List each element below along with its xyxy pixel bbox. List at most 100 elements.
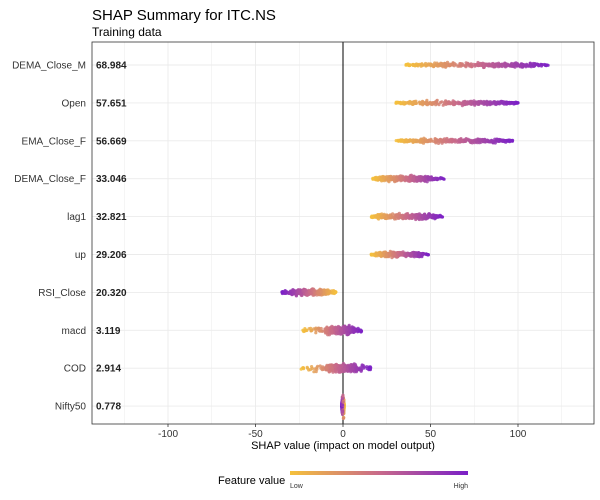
shap-point <box>410 178 415 182</box>
shap-point <box>460 139 464 143</box>
shap-series-Nifty50 <box>340 393 346 420</box>
shap-point <box>439 176 443 180</box>
shap-point <box>306 366 310 370</box>
legend-high-label: High <box>454 483 469 490</box>
legend: Feature value Low High <box>218 471 468 490</box>
feature-label: COD <box>64 364 86 375</box>
shap-point <box>296 290 300 294</box>
mean-abs-shap-label: 0.778 <box>96 402 121 413</box>
shap-point <box>369 366 373 370</box>
x-axis: -100 -50 0 50 100 <box>158 424 527 440</box>
shap-point <box>435 100 439 104</box>
shap-point <box>382 176 386 180</box>
shap-point <box>440 215 444 219</box>
shap-point <box>433 137 437 141</box>
shap-point <box>505 64 509 68</box>
shap-point <box>301 366 305 370</box>
shap-point <box>477 138 481 142</box>
shap-point <box>390 256 394 260</box>
shap-point <box>435 61 439 65</box>
shap-point <box>374 175 378 179</box>
shap-point <box>318 329 322 333</box>
shap-point <box>531 64 535 68</box>
x-tick-label: -50 <box>248 429 263 440</box>
shap-point <box>418 140 422 144</box>
shap-point <box>331 370 335 374</box>
shap-point <box>330 331 334 335</box>
shap-point <box>499 138 503 142</box>
shap-point <box>516 63 520 67</box>
shap-point <box>405 253 409 257</box>
feature-label: Open <box>62 98 86 109</box>
shap-point <box>423 214 427 218</box>
shap-point <box>408 63 412 68</box>
shap-point <box>312 370 316 374</box>
shap-point <box>417 251 421 255</box>
shap-point <box>397 139 401 143</box>
shap-point <box>289 292 293 296</box>
shap-point <box>458 62 462 66</box>
shap-point <box>496 137 500 141</box>
shap-point <box>341 325 345 329</box>
shap-point <box>439 61 443 65</box>
shap-point <box>420 255 424 259</box>
shap-point <box>391 252 395 256</box>
shap-point <box>537 63 541 67</box>
shap-point <box>522 63 527 67</box>
shap-point <box>413 63 417 67</box>
shap-point <box>341 397 345 401</box>
shap-point <box>421 101 425 105</box>
shap-point <box>330 329 334 333</box>
shap-point <box>321 329 325 333</box>
shap-point <box>327 365 331 369</box>
feature-label: Nifty50 <box>55 402 87 413</box>
feature-label: macd <box>62 326 86 337</box>
shap-point <box>416 215 421 219</box>
shap-series-DEMA_Close_F <box>371 173 446 184</box>
shap-point <box>425 101 429 106</box>
shap-point <box>315 367 319 371</box>
shap-point <box>466 61 470 65</box>
shap-point <box>436 64 440 68</box>
shap-point <box>392 176 396 180</box>
feature-labels: DEMA_Close_M 68.984 Open 57.651 EMA_Close_F 5… <box>12 61 127 413</box>
shap-point <box>321 365 325 369</box>
shap-point <box>333 364 337 369</box>
shap-point <box>516 101 520 105</box>
shap-series-up <box>369 249 430 260</box>
shap-point <box>303 329 307 333</box>
shap-point <box>360 363 364 367</box>
shap-point <box>441 103 445 107</box>
x-tick-label: 0 <box>340 429 346 440</box>
shap-point <box>414 217 418 222</box>
shap-point <box>480 138 484 142</box>
shap-point <box>441 63 445 67</box>
shap-point <box>351 367 355 371</box>
shap-point <box>420 214 424 218</box>
shap-point <box>470 141 474 145</box>
shap-point <box>341 416 345 420</box>
shap-point <box>309 326 313 330</box>
shap-point <box>424 61 428 66</box>
shap-point <box>416 179 421 183</box>
shap-point <box>318 364 322 368</box>
shap-point <box>440 100 444 104</box>
shap-point <box>407 100 411 104</box>
shap-point <box>316 290 320 294</box>
shap-point <box>339 328 343 333</box>
mean-abs-shap-label: 32.821 <box>96 212 127 223</box>
shap-point <box>509 62 513 66</box>
shap-point <box>379 177 383 182</box>
shap-point <box>467 139 471 143</box>
shap-point <box>346 332 350 337</box>
shap-series-COD <box>299 361 373 374</box>
shap-point <box>502 139 506 144</box>
grid-lines <box>91 41 595 425</box>
shap-point <box>370 253 374 257</box>
shap-point <box>448 62 452 66</box>
feature-label: EMA_Close_F <box>22 136 86 147</box>
shap-point <box>412 139 416 143</box>
shap-point <box>309 291 313 295</box>
mean-abs-shap-label: 20.320 <box>96 288 127 299</box>
shap-point <box>405 63 409 67</box>
